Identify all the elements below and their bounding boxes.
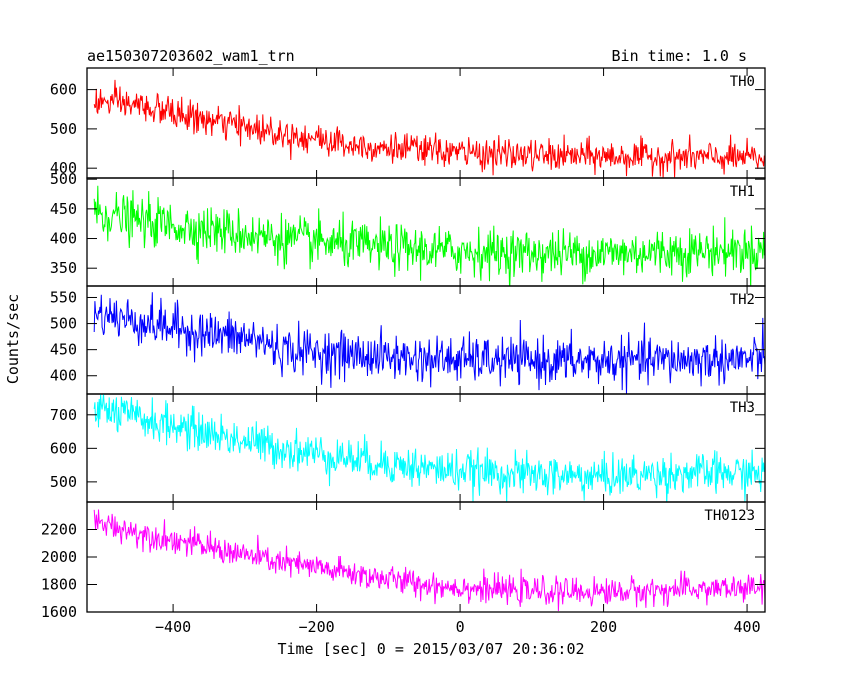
y-tick-label: 2000 — [41, 548, 77, 566]
y-tick-label: 400 — [50, 367, 77, 385]
series-th3-line — [93, 394, 765, 502]
chart-title: ae150307203602_wam1_trn — [87, 47, 295, 65]
y-tick-label: 1600 — [41, 603, 77, 621]
panel-frame — [86, 393, 766, 503]
y-tick-label: 2200 — [41, 521, 77, 539]
y-tick-label: 350 — [50, 259, 77, 277]
y-tick-label: 400 — [50, 159, 77, 177]
y-tick-label: 1800 — [41, 576, 77, 594]
y-tick-label: 450 — [50, 200, 77, 218]
series-th2-line — [93, 292, 765, 394]
y-tick-label: 600 — [50, 81, 77, 99]
series-th0123-line — [93, 509, 765, 612]
y-tick-label: 500 — [50, 170, 77, 188]
y-tick-label: 400 — [50, 230, 77, 248]
y-tick-label: 500 — [50, 120, 77, 138]
panel-th0123: 1600 1800 2000 2200 TH0123 — [41, 501, 766, 621]
y-tick-label: 700 — [50, 406, 77, 424]
panel-frame — [86, 177, 766, 287]
panel-th0: 400 500 600 TH0 — [50, 67, 766, 179]
series-th1-line — [93, 185, 765, 286]
bin-time-label: Bin time: 1.0 s — [612, 47, 747, 65]
x-tick-label: 400 — [734, 618, 761, 636]
y-tick-label: 450 — [50, 341, 77, 359]
panel-label: TH2 — [730, 292, 755, 308]
y-axis-label: Counts/sec — [4, 294, 22, 384]
panel-th3: 500 600 700 TH3 — [50, 393, 766, 503]
x-tick-label: −400 — [155, 618, 191, 636]
series-th0-line — [93, 79, 765, 178]
panel-th1: 350 400 450 500 TH1 — [50, 170, 766, 287]
x-tick-label: 0 — [456, 618, 465, 636]
x-axis-ticks: −400 −200 0 200 400 — [155, 618, 761, 636]
panel-label: TH3 — [730, 400, 755, 416]
panel-th2: 400 450 500 550 TH2 — [50, 285, 766, 395]
x-tick-label: −200 — [299, 618, 335, 636]
panel-label: TH0123 — [704, 508, 755, 524]
panel-label: TH0 — [730, 74, 755, 90]
y-tick-label: 500 — [50, 473, 77, 491]
panel-label: TH1 — [730, 184, 755, 200]
y-tick-label: 600 — [50, 439, 77, 457]
y-tick-label: 500 — [50, 315, 77, 333]
x-tick-label: 200 — [590, 618, 617, 636]
y-tick-label: 550 — [50, 288, 77, 306]
x-axis-label: Time [sec] 0 = 2015/03/07 20:36:02 — [277, 640, 584, 658]
